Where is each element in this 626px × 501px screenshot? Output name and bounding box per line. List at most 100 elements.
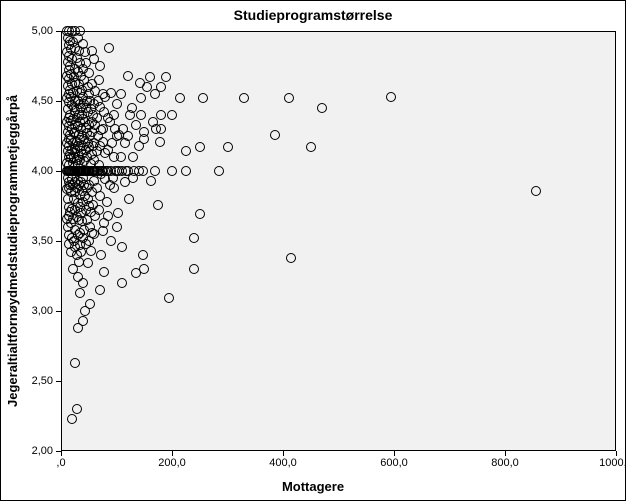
data-point [113, 208, 123, 218]
data-point [116, 89, 126, 99]
data-point [164, 293, 174, 303]
data-point [62, 47, 72, 57]
data-point [195, 142, 205, 152]
data-point [135, 78, 145, 88]
y-tick-label: 2,50 [1, 375, 53, 387]
data-point [284, 93, 294, 103]
data-point [95, 285, 105, 295]
data-point [270, 130, 280, 140]
x-tick-label: 200,0 [158, 457, 186, 469]
data-point [112, 222, 122, 232]
y-tick-label: 2,00 [1, 445, 53, 457]
data-point [63, 146, 73, 156]
x-tick-mark [283, 451, 284, 456]
data-point [99, 267, 109, 277]
x-tick-mark [172, 451, 173, 456]
data-point [63, 57, 73, 67]
data-point [83, 258, 93, 268]
y-axis-label: Jegeraltialtfornøydmedstudieprogrammetje… [5, 1, 20, 500]
data-point [63, 81, 73, 91]
data-point [106, 236, 116, 246]
data-point [62, 117, 72, 127]
data-point [531, 186, 541, 196]
data-point [131, 120, 141, 130]
data-point [70, 358, 80, 368]
x-tick-label: 1000,0 [599, 457, 626, 469]
chart-title: Studieprogramstørrelse [1, 7, 625, 23]
data-point [146, 176, 156, 186]
data-point [62, 26, 72, 36]
data-point [131, 268, 141, 278]
y-tick-label: 3,00 [1, 305, 53, 317]
data-point [117, 278, 127, 288]
data-point [64, 230, 74, 240]
data-point [104, 43, 114, 53]
data-point [124, 194, 134, 204]
y-tick-mark [56, 451, 61, 452]
data-point [306, 142, 316, 152]
y-tick-label: 4,50 [1, 95, 53, 107]
y-tick-mark [56, 101, 61, 102]
data-point [223, 142, 233, 152]
data-point [128, 152, 138, 162]
data-point [62, 138, 72, 148]
data-point [195, 209, 205, 219]
data-point [62, 71, 72, 81]
y-tick-mark [56, 171, 61, 172]
y-tick-mark [56, 241, 61, 242]
data-point [148, 117, 158, 127]
data-point [286, 253, 296, 263]
data-point [317, 103, 327, 113]
data-point [138, 250, 148, 260]
x-tick-label: 600,0 [380, 457, 408, 469]
y-tick-mark [56, 31, 61, 32]
y-tick-mark [56, 311, 61, 312]
x-tick-label: 400,0 [269, 457, 297, 469]
y-tick-label: 3,50 [1, 235, 53, 247]
data-point [198, 93, 208, 103]
data-point [167, 166, 177, 176]
data-point [125, 110, 135, 120]
data-point [181, 166, 191, 176]
y-tick-label: 5,00 [1, 25, 53, 37]
data-point [62, 184, 72, 194]
data-point [214, 166, 224, 176]
data-point [386, 92, 396, 102]
data-point [63, 194, 73, 204]
data-point [120, 177, 130, 187]
data-point [63, 104, 73, 114]
x-tick-mark [616, 451, 617, 456]
data-point [120, 138, 130, 148]
x-tick-label: ,0 [56, 457, 65, 469]
data-point [63, 127, 73, 137]
y-tick-label: 4,00 [1, 165, 53, 177]
data-point [156, 110, 166, 120]
data-point [64, 202, 74, 212]
x-tick-label: 800,0 [491, 457, 519, 469]
data-point [239, 93, 249, 103]
data-point [136, 110, 146, 120]
x-tick-mark [394, 451, 395, 456]
data-point [153, 200, 163, 210]
data-point [189, 233, 199, 243]
data-point [134, 141, 144, 151]
scatter-chart: Studieprogramstørrelse Jegeraltialtfornø… [0, 0, 626, 501]
data-point [75, 288, 85, 298]
data-point [150, 89, 160, 99]
data-point [123, 71, 133, 81]
data-point [96, 250, 106, 260]
y-tick-mark [56, 381, 61, 382]
data-point [181, 146, 191, 156]
data-point [72, 404, 82, 414]
x-tick-mark [61, 451, 62, 456]
data-point [62, 93, 72, 103]
data-point [68, 264, 78, 274]
data-point [145, 72, 155, 82]
data-point [161, 72, 171, 82]
data-point [175, 93, 185, 103]
data-point [189, 264, 199, 274]
data-point [62, 166, 72, 176]
data-point [136, 93, 146, 103]
data-point [80, 306, 90, 316]
data-point [155, 137, 165, 147]
